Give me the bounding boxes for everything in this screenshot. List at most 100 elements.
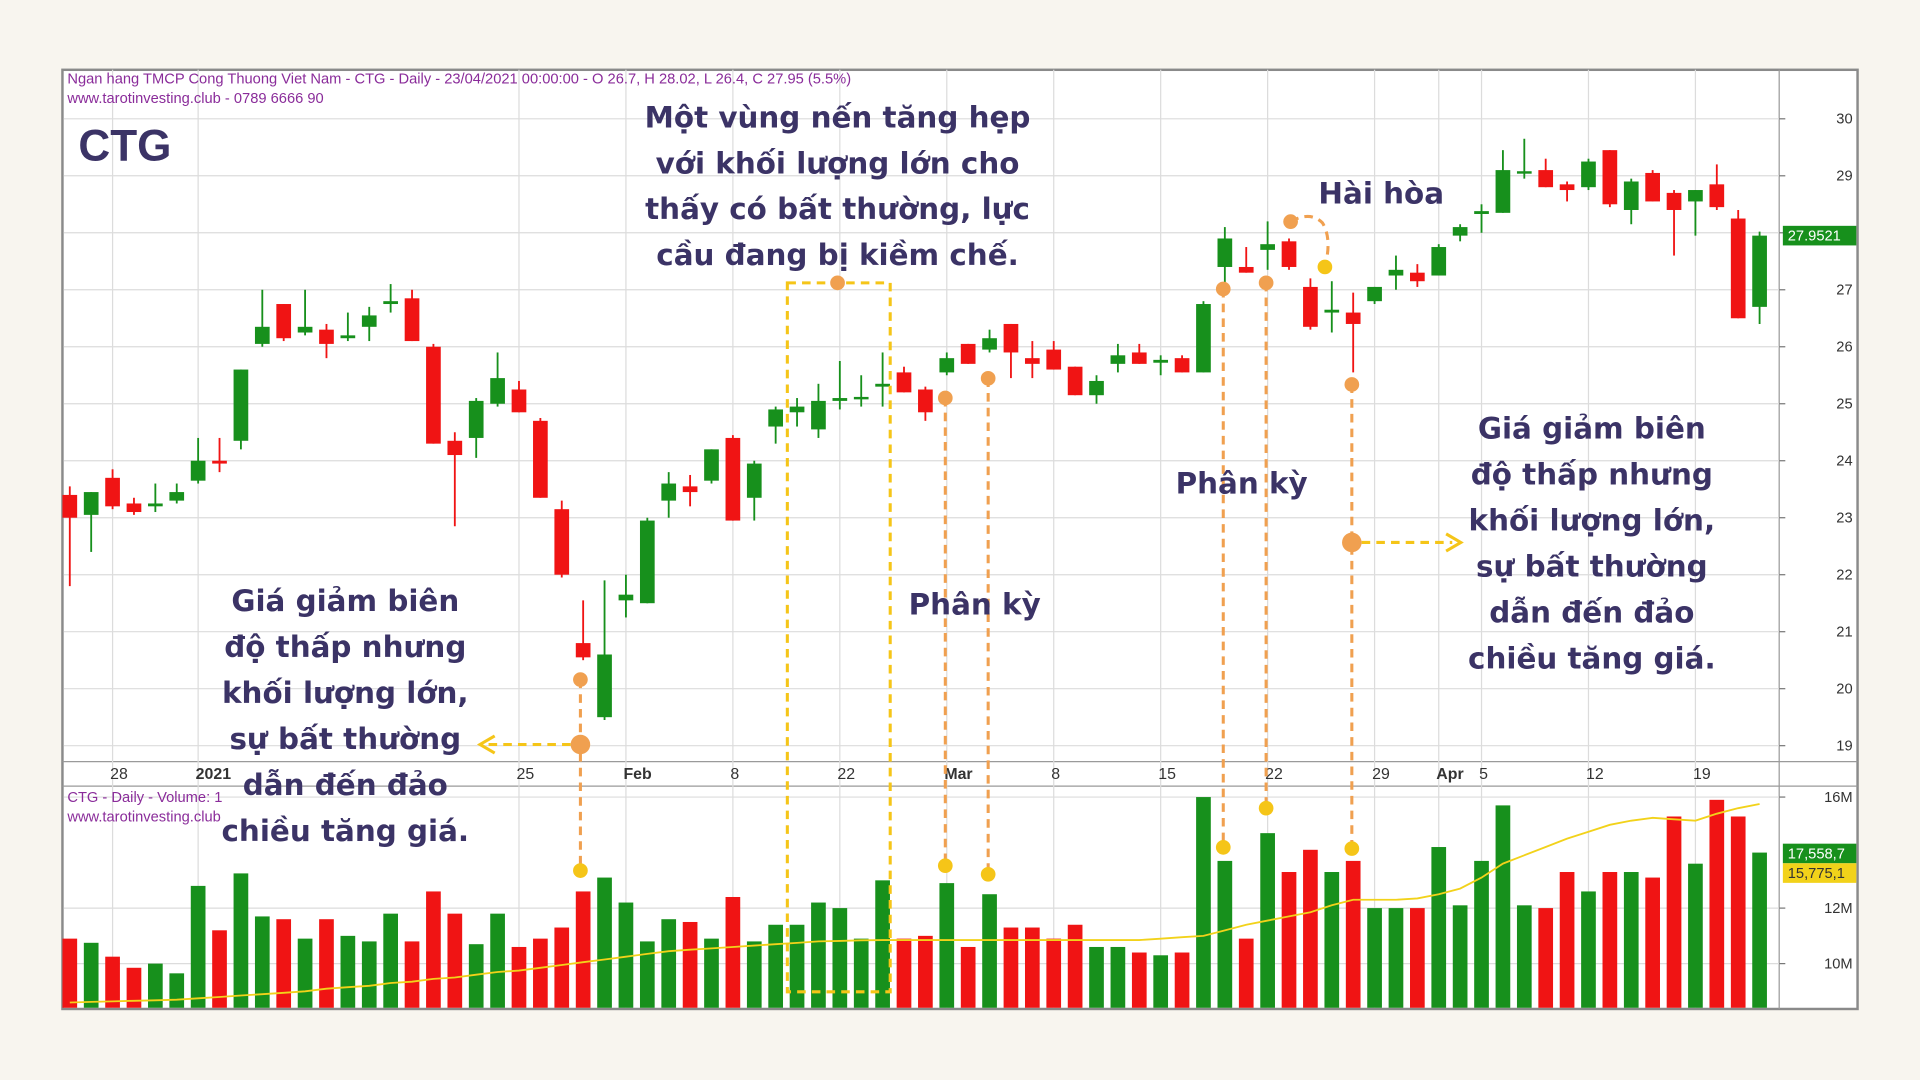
arrow-head <box>476 734 496 755</box>
volume-bar <box>1581 891 1596 1008</box>
candle-body <box>1730 218 1746 319</box>
candle-body <box>1281 241 1297 267</box>
y-tick-label: 19 <box>1836 739 1852 755</box>
x-tick-label: 19 <box>1693 766 1711 783</box>
annotation-text: thấy có bất thường, lực <box>645 192 1030 226</box>
volume-bar <box>1623 872 1639 1008</box>
volume-bar <box>1452 905 1468 1008</box>
y-tick-label: 22 <box>1836 568 1852 584</box>
volume-bar <box>1709 799 1725 1008</box>
volume-bar <box>1153 955 1169 1008</box>
volume-bar <box>1324 872 1340 1008</box>
candle-body <box>276 304 292 339</box>
marker <box>937 858 953 874</box>
x-tick-label: 22 <box>837 766 855 783</box>
connector <box>1289 214 1330 268</box>
volume-bar <box>639 941 655 1008</box>
y-tick-label: 25 <box>1836 397 1852 413</box>
y-tick-label: 21 <box>1836 625 1852 641</box>
candle-body <box>1602 150 1618 205</box>
candle-body <box>1067 366 1083 396</box>
candle-body <box>383 301 398 305</box>
candle-body <box>960 343 976 364</box>
annotation-text: dẫn đến đảo <box>243 767 448 802</box>
x-tick-label: 8 <box>1051 766 1060 783</box>
volume-bar <box>1174 952 1190 1008</box>
candle-body <box>1153 359 1169 363</box>
candle-body <box>1410 272 1425 282</box>
candle-body <box>105 477 120 507</box>
x-tick-label: 25 <box>517 766 535 783</box>
volume-bar <box>148 963 163 1008</box>
volume-bar <box>511 946 527 1008</box>
volume-bar <box>1474 860 1489 1008</box>
candle-body <box>661 483 677 501</box>
annotation-text: khối lượng lớn, <box>222 676 469 710</box>
candle-body <box>126 503 142 513</box>
ma-tag: 15,775,1 <box>1788 866 1845 882</box>
candle-body <box>982 338 997 350</box>
volume-bar <box>83 942 99 1008</box>
volume-tag-box <box>1782 843 1857 864</box>
candle-body <box>1666 192 1682 210</box>
x-tick-label: 5 <box>1479 766 1488 783</box>
candle-body <box>618 594 634 601</box>
volume-bar <box>1431 847 1447 1008</box>
candle-body <box>896 372 912 393</box>
candle-body <box>169 492 185 501</box>
candle-body <box>575 643 591 658</box>
marker <box>980 371 996 386</box>
volume-bar <box>682 921 698 1008</box>
volume-bar <box>832 908 848 1008</box>
arrow-head <box>1445 532 1464 553</box>
candle-body <box>704 449 719 481</box>
candle-body <box>1495 170 1511 213</box>
candle-body <box>1688 190 1703 202</box>
y-tick-label: 20 <box>1836 682 1852 698</box>
candle-body <box>1089 380 1104 396</box>
marker <box>1283 214 1298 229</box>
candle-body <box>511 389 527 413</box>
candle-body <box>939 358 955 373</box>
volume-bar <box>1666 816 1682 1008</box>
candle-body <box>554 509 570 575</box>
candle-body <box>319 329 334 344</box>
candle-body <box>1303 286 1318 327</box>
annotation-text: sự bất thường <box>229 722 461 756</box>
annotation-text: cầu đang bị kiềm chế. <box>656 238 1018 272</box>
candle-body <box>597 654 612 718</box>
volume-bar <box>490 913 505 1008</box>
volume-bar <box>297 938 313 1008</box>
candle-body <box>1474 211 1489 214</box>
candle-body <box>768 409 784 427</box>
x-tick-label: 22 <box>1265 766 1283 783</box>
volume-bar <box>447 913 463 1008</box>
annotation-text: Phân kỳ <box>909 588 1041 622</box>
volume-bar <box>105 956 120 1008</box>
volume-bar <box>725 896 741 1008</box>
volume-bar <box>1067 924 1083 1008</box>
candle-body <box>1003 323 1019 353</box>
annotation-text: chiều tăng giá. <box>222 814 470 848</box>
candle-body <box>1324 309 1340 313</box>
volume-bar <box>896 938 912 1008</box>
volume-ma-line <box>69 803 1760 1004</box>
candle-body <box>148 503 163 507</box>
volume-bar <box>468 944 484 1008</box>
symbol: CTG <box>78 121 171 170</box>
candle-body <box>746 463 762 498</box>
candle-body <box>212 460 227 464</box>
candle-body <box>918 389 933 413</box>
volume-bar <box>1238 938 1254 1008</box>
volume-bar <box>704 938 719 1008</box>
volume-bar <box>918 935 933 1008</box>
candle-body <box>361 315 377 327</box>
volume-bar <box>875 880 890 1008</box>
y-tick-label: 29 <box>1836 169 1852 185</box>
x-tick-label: 2021 <box>196 766 232 783</box>
volume-bar <box>1345 860 1361 1008</box>
y-tick-label: 10M <box>1824 957 1853 973</box>
volume-bar <box>190 885 206 1008</box>
ma-tag-box <box>1782 863 1857 883</box>
volume-bar <box>1196 797 1211 1008</box>
